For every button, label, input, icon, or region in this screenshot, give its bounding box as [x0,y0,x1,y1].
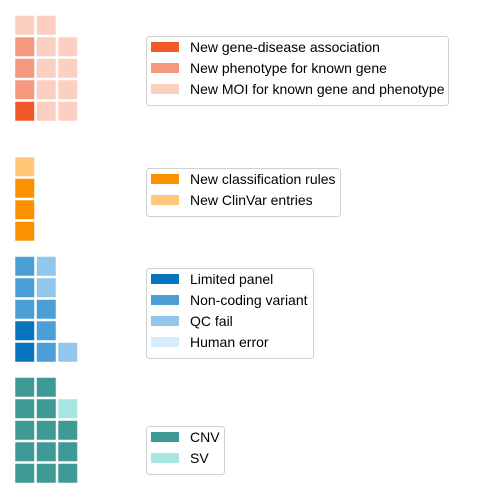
waffle-cell-technical-limited-panel [15,342,35,362]
waffle-cell-structural-cnv [15,463,35,483]
legend-label: SV [190,450,209,466]
waffle-cell-technical-limited-panel [15,321,35,341]
waffle-cell-discovery-new-moi-for-known-gene-and-phenotype [36,15,56,35]
waffle-cell-discovery-new-moi-for-known-gene-and-phenotype [36,58,56,78]
waffle-cell-technical-qc-fail [36,278,56,298]
waffle-panel-structural: CNV SV [15,377,225,483]
waffle-cell-discovery-new-moi-for-known-gene-and-phenotype [58,37,78,57]
legend-technical: Limited panel Non-coding variant QC fail Hu… [146,268,314,359]
legend-label: Limited panel [190,271,273,287]
waffle-cell-structural-cnv [58,420,78,440]
waffle-panel-discovery: New gene-disease association New phenotyp… [15,15,449,121]
waffle-cell-technical-non-coding-variant [36,321,56,341]
waffle-cell-discovery-new-moi-for-known-gene-and-phenotype [36,101,56,121]
waffle-cell-classification-new-classification-rules [15,178,35,198]
legend-label: New classification rules [190,171,336,187]
waffle-cell-structural-cnv [36,377,56,397]
legend-label: New ClinVar entries [190,192,313,208]
waffle-cell-discovery-new-phenotype-for-known-gene [15,37,35,57]
waffle-cell-discovery-new-moi-for-known-gene-and-phenotype [58,101,78,121]
waffle-cell-technical-non-coding-variant [36,299,56,319]
waffle-cell-classification-new-classification-rules [15,200,35,220]
waffle-cell-structural-sv [58,399,78,419]
waffle-cell-classification-new-clinvar-entries [15,157,35,177]
waffle-cell-discovery-new-gene-disease-association [15,101,35,121]
waffle-cell-structural-cnv [15,420,35,440]
waffle-panel-technical: Limited panel Non-coding variant QC fail Hu… [15,256,314,362]
legend-swatch [151,453,179,463]
legend-swatch [151,42,179,52]
waffle-cell-technical-qc-fail [36,256,56,276]
legend-swatch [151,174,179,184]
waffle-panels: New gene-disease association New phenotyp… [15,15,449,483]
waffle-cell-classification-new-classification-rules [15,221,35,241]
legend-frame [146,168,341,217]
legend-swatch [151,295,179,305]
legend-label: CNV [190,429,220,445]
legend-swatch [151,274,179,284]
waffle-cell-discovery-new-phenotype-for-known-gene [15,58,35,78]
legend-swatch [151,195,179,205]
waffle-cell-technical-non-coding-variant [15,299,35,319]
waffle-cell-technical-non-coding-variant [15,256,35,276]
legend-label: New MOI for known gene and phenotype [190,81,445,97]
legend-label: Human error [190,334,269,350]
legend-label: New phenotype for known gene [190,60,387,76]
legend-swatch [151,432,179,442]
waffle-cell-discovery-new-moi-for-known-gene-and-phenotype [58,58,78,78]
legend-classification: New classification rules New ClinVar entr… [146,168,341,217]
legend-frame [146,268,314,359]
waffle-cell-structural-cnv [36,420,56,440]
legend-label: QC fail [190,313,233,329]
waffle-cell-structural-cnv [36,399,56,419]
legend-swatch [151,63,179,73]
waffle-cell-discovery-new-moi-for-known-gene-and-phenotype [36,80,56,100]
waffle-cell-discovery-new-moi-for-known-gene-and-phenotype [58,80,78,100]
legend-label: New gene-disease association [190,39,380,55]
waffle-cell-structural-cnv [36,442,56,462]
legend-swatch [151,316,179,326]
waffle-cell-discovery-new-moi-for-known-gene-and-phenotype [15,15,35,35]
legend-discovery: New gene-disease association New phenotyp… [146,36,449,106]
legend-swatch [151,337,179,347]
waffle-cell-technical-non-coding-variant [15,278,35,298]
waffle-panel-classification: New classification rules New ClinVar entr… [15,157,341,241]
waffle-cell-technical-non-coding-variant [36,342,56,362]
legend-label: Non-coding variant [190,292,308,308]
waffle-cell-technical-qc-fail [58,342,78,362]
legend-structural: CNV SV [146,426,225,475]
waffle-cell-discovery-new-phenotype-for-known-gene [15,80,35,100]
waffle-cell-structural-cnv [15,399,35,419]
waffle-cell-structural-cnv [58,463,78,483]
legend-frame [146,36,449,106]
waffle-cell-discovery-new-moi-for-known-gene-and-phenotype [36,37,56,57]
waffle-cell-structural-cnv [15,377,35,397]
waffle-cell-structural-cnv [58,442,78,462]
waffle-cell-structural-cnv [36,463,56,483]
waffle-cell-structural-cnv [15,442,35,462]
legend-swatch [151,84,179,94]
